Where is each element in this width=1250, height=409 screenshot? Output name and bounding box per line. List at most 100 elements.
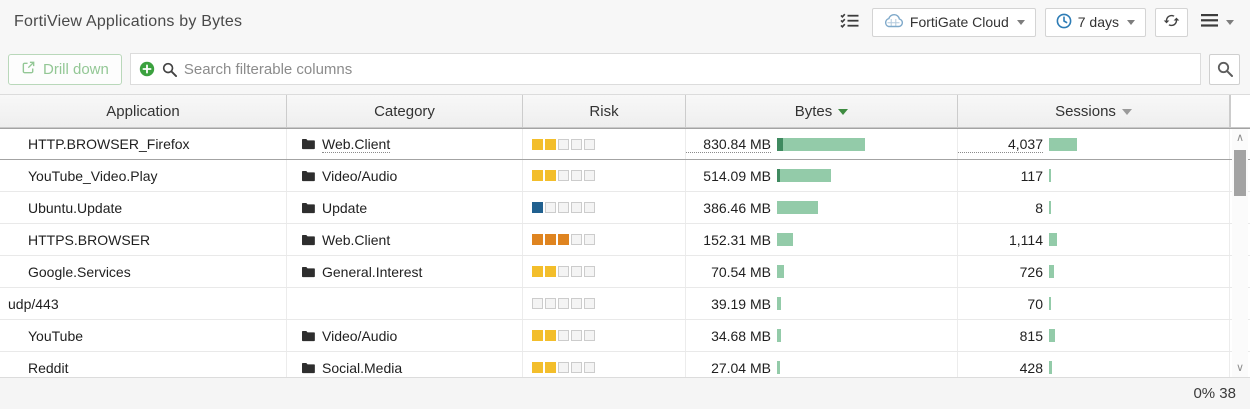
more-menu-button[interactable] [1197, 8, 1238, 37]
sessions-value[interactable]: 726 [1019, 263, 1043, 280]
risk-level-indicator [584, 362, 595, 373]
refresh-button[interactable] [1155, 7, 1188, 37]
table-row[interactable]: Google.Services General.Interest 70.54 MB 7… [0, 256, 1250, 288]
device-selector-dropdown[interactable]: FortiGate Cloud [871, 7, 1036, 37]
bytes-value[interactable]: 152.31 MB [703, 231, 771, 248]
bytes-bar-segment [777, 361, 780, 374]
category-cell: Video/Audio [287, 320, 523, 351]
cloud-icon [883, 13, 904, 31]
time-period-label: 7 days [1077, 14, 1119, 30]
sessions-bar-segment [1049, 329, 1055, 342]
search-submit-button[interactable] [1209, 53, 1240, 85]
application-cell: udp/443 [0, 288, 287, 319]
table-row[interactable]: Reddit Social.Media 27.04 MB 428 [0, 352, 1250, 377]
sessions-bar-segment [1049, 265, 1055, 278]
category-label[interactable]: General.Interest [322, 263, 423, 280]
column-header-bytes[interactable]: Bytes [686, 95, 958, 127]
bytes-cell: 70.54 MB [686, 256, 958, 287]
risk-level-indicator [584, 202, 595, 213]
category-cell: Social.Media [287, 352, 523, 377]
table-row[interactable]: udp/443 39.19 MB 70 [0, 288, 1250, 320]
risk-cell [523, 352, 686, 377]
category-cell: Web.Client [287, 224, 523, 255]
table-row[interactable]: HTTP.BROWSER_Firefox Web.Client 830.84 MB 4… [0, 128, 1250, 160]
bytes-cell: 27.04 MB [686, 352, 958, 377]
sort-desc-icon [838, 109, 849, 115]
application-name: Ubuntu.Update [28, 199, 123, 216]
scrollbar-thumb[interactable] [1234, 150, 1246, 196]
sessions-value[interactable]: 70 [1027, 295, 1043, 312]
bytes-cell: 386.46 MB [686, 192, 958, 223]
bytes-value[interactable]: 39.19 MB [711, 295, 771, 312]
bytes-bar [777, 329, 781, 342]
category-cell: General.Interest [287, 256, 523, 287]
bytes-value[interactable]: 386.46 MB [703, 199, 771, 216]
risk-level-indicator [558, 234, 569, 245]
scroll-down-icon[interactable]: ∨ [1235, 362, 1245, 374]
category-label[interactable]: Social.Media [322, 359, 403, 376]
category-label[interactable]: Web.Client [322, 231, 391, 248]
time-period-dropdown[interactable]: 7 days [1044, 7, 1146, 37]
sessions-bar [1049, 297, 1051, 310]
bytes-value[interactable]: 70.54 MB [711, 263, 771, 280]
sessions-value[interactable]: 8 [1035, 199, 1043, 216]
column-header-risk[interactable]: Risk [523, 95, 686, 127]
risk-level-indicator [584, 330, 595, 341]
risk-level-indicator [558, 298, 569, 309]
search-input[interactable] [183, 60, 1192, 78]
risk-level-indicator [545, 202, 556, 213]
risk-level-indicator [545, 362, 556, 373]
application-cell: HTTP.BROWSER_Firefox [0, 129, 287, 159]
risk-level-indicator [532, 266, 543, 277]
table-row[interactable]: YouTube Video/Audio 34.68 MB 815 [0, 320, 1250, 352]
bytes-bar [777, 169, 832, 182]
category-label[interactable]: Video/Audio [322, 167, 398, 184]
category-label[interactable]: Update [322, 199, 368, 216]
risk-cell [523, 129, 686, 159]
sessions-value[interactable]: 1,114 [1009, 231, 1043, 248]
bytes-bar-segment [780, 169, 832, 182]
application-name: YouTube_Video.Play [28, 167, 158, 184]
sessions-value[interactable]: 117 [1020, 167, 1043, 184]
column-header-category[interactable]: Category [287, 95, 523, 127]
table-row[interactable]: HTTPS.BROWSER Web.Client 152.31 MB 1,114 [0, 224, 1250, 256]
category-label[interactable]: Web.Client [322, 135, 391, 153]
table-row[interactable]: YouTube_Video.Play Video/Audio 514.09 MB 11… [0, 160, 1250, 192]
application-name: udp/443 [8, 295, 59, 312]
risk-level-indicator [532, 362, 543, 373]
sessions-value[interactable]: 428 [1019, 359, 1043, 376]
risk-level-indicator [558, 202, 569, 213]
application-cell: Google.Services [0, 256, 287, 287]
add-filter-icon[interactable] [139, 61, 155, 77]
bytes-value[interactable]: 34.68 MB [711, 327, 771, 344]
column-settings-button[interactable] [836, 8, 863, 37]
drill-down-button[interactable]: Drill down [8, 53, 122, 85]
folder-icon [301, 138, 315, 150]
application-name: HTTPS.BROWSER [28, 231, 151, 248]
sessions-cell: 726 [958, 256, 1230, 287]
applications-table: Application Category Risk Bytes Sessions… [0, 94, 1250, 377]
bytes-bar-dark-segment [777, 169, 780, 182]
sessions-bar [1049, 137, 1077, 151]
risk-level-indicator [584, 170, 595, 181]
sessions-cell: 117 [958, 160, 1230, 191]
sessions-value[interactable]: 815 [1019, 327, 1043, 344]
column-header-sessions[interactable]: Sessions [958, 95, 1230, 127]
risk-cell [523, 160, 686, 191]
category-cell: Video/Audio [287, 160, 523, 191]
vertical-scrollbar[interactable]: ∧ ∨ [1232, 129, 1248, 377]
scroll-up-icon[interactable]: ∧ [1235, 132, 1245, 144]
bytes-value[interactable]: 27.04 MB [711, 359, 771, 376]
risk-level-indicator [532, 202, 543, 213]
bytes-value[interactable]: 830.84 MB [686, 136, 771, 153]
column-header-application[interactable]: Application [0, 95, 287, 127]
table-row[interactable]: Ubuntu.Update Update 386.46 MB 8 [0, 192, 1250, 224]
chevron-down-icon [1226, 19, 1234, 25]
chevron-down-icon [1016, 19, 1025, 25]
clock-icon [1056, 13, 1072, 32]
bytes-cell: 514.09 MB [686, 160, 958, 191]
bytes-bar-segment [777, 265, 785, 278]
bytes-value[interactable]: 514.09 MB [703, 167, 771, 184]
category-label[interactable]: Video/Audio [322, 327, 398, 344]
sessions-value[interactable]: 4,037 [958, 136, 1043, 153]
